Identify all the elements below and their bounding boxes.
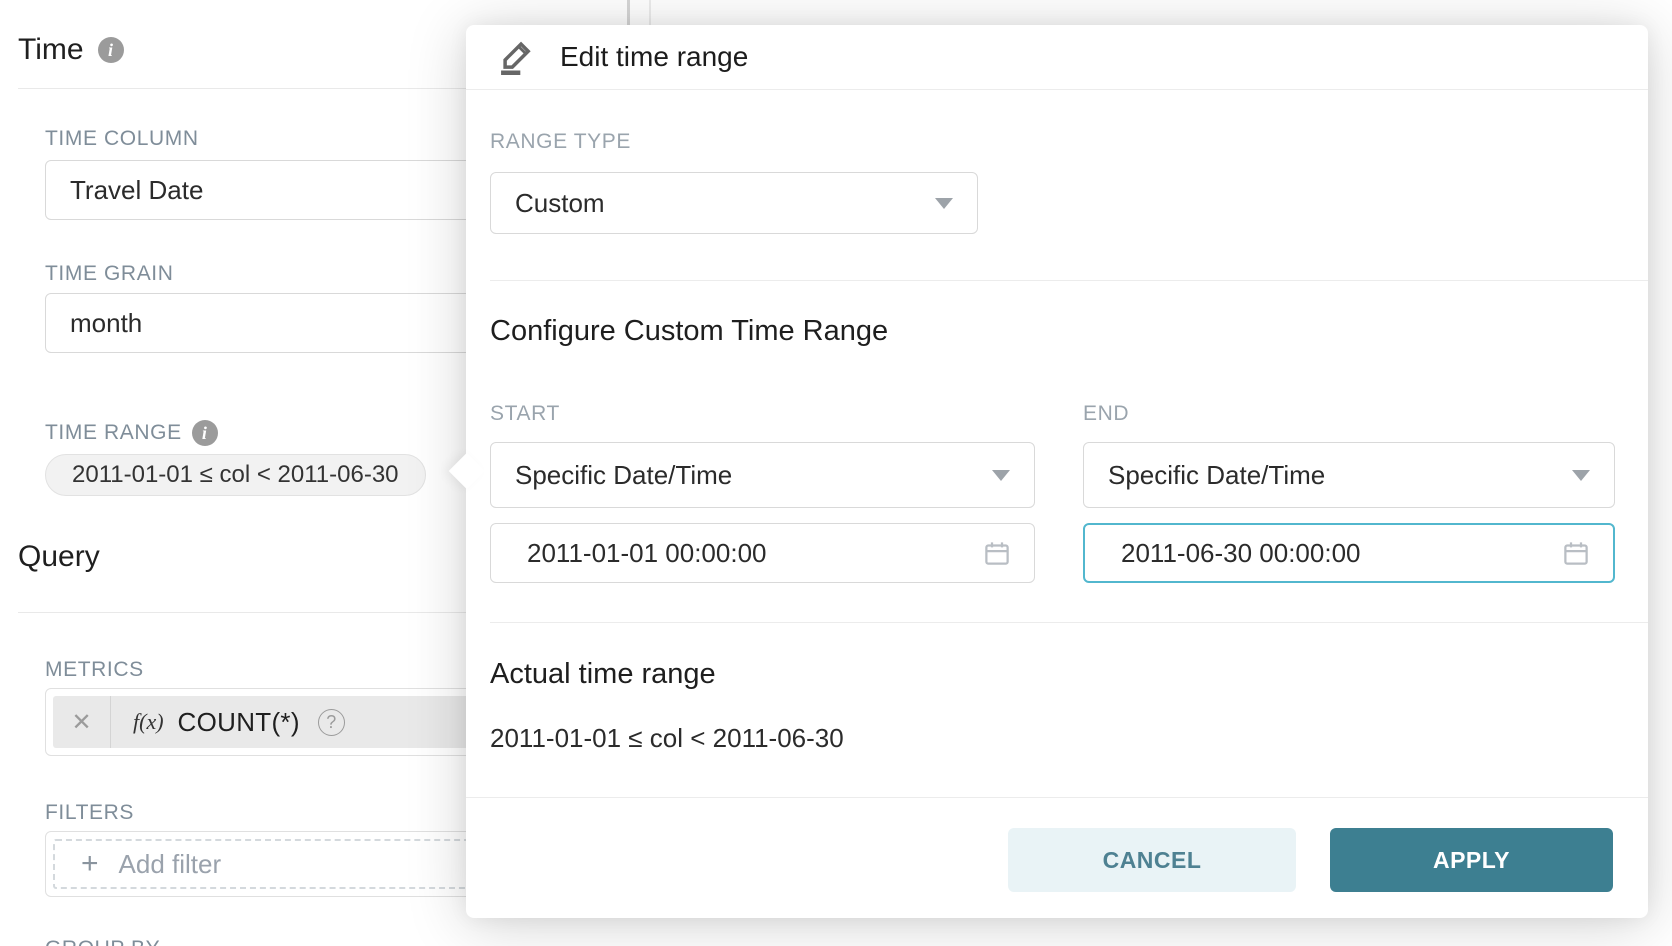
add-filter-button[interactable]: + Add filter [53,839,537,889]
end-label: END [1083,402,1130,425]
metric-chip[interactable]: ✕ f(x) COUNT(*) ? [53,696,537,748]
filters-container: + Add filter [45,831,545,897]
group-by-label: GROUP BY [45,937,160,946]
time-section-title: Time i [18,33,124,67]
time-section-divider [18,88,563,89]
metrics-container: ✕ f(x) COUNT(*) ? [45,688,545,756]
apply-button[interactable]: APPLY [1330,828,1613,892]
query-section-title: Query [18,540,100,574]
filters-label: FILTERS [45,801,134,824]
time-range-pill-value: 2011-01-01 ≤ col < 2011-06-30 [72,461,399,488]
chevron-down-icon [1572,469,1590,481]
start-date-input[interactable]: 2011-01-01 00:00:00 [490,523,1035,583]
query-section-label: Query [18,540,100,573]
cancel-button[interactable]: CANCEL [1008,828,1296,892]
divider [490,622,1648,623]
calendar-icon[interactable] [982,538,1012,568]
calendar-icon[interactable] [1561,538,1591,568]
time-section-label: Time [18,33,84,66]
time-range-label: TIME RANGE i [45,420,218,446]
end-mode-value: Specific Date/Time [1108,459,1326,490]
function-icon: f(x) [133,709,164,734]
time-grain-value: month [70,307,143,338]
chevron-down-icon [935,197,953,209]
range-type-value: Custom [515,187,605,218]
time-column-value: Travel Date [70,174,204,205]
info-icon[interactable]: i [97,37,124,63]
end-date-value: 2011-06-30 00:00:00 [1121,537,1361,568]
end-date-input[interactable]: 2011-06-30 00:00:00 [1083,523,1615,583]
actual-time-range-value: 2011-01-01 ≤ col < 2011-06-30 [490,723,844,753]
start-mode-select[interactable]: Specific Date/Time [490,442,1035,508]
start-label: START [490,402,560,425]
time-column-select[interactable]: Travel Date [45,160,545,220]
info-icon[interactable]: i [191,420,218,446]
start-mode-value: Specific Date/Time [515,459,733,490]
plus-icon: + [81,847,99,880]
metrics-label: METRICS [45,658,144,681]
end-mode-select[interactable]: Specific Date/Time [1083,442,1615,508]
footer-divider [466,797,1648,798]
start-date-value: 2011-01-01 00:00:00 [527,537,767,568]
configure-heading: Configure Custom Time Range [490,315,889,347]
range-type-select[interactable]: Custom [490,172,978,234]
query-section-divider [18,612,563,613]
chevron-down-icon [992,469,1010,481]
remove-metric-icon[interactable]: ✕ [53,696,111,748]
actual-time-range-heading: Actual time range [490,658,716,690]
time-column-label: TIME COLUMN [45,127,199,150]
popover-header: Edit time range [466,25,1648,90]
time-grain-label: TIME GRAIN [45,262,174,285]
time-grain-select[interactable]: month [45,293,545,353]
range-type-label: RANGE TYPE [490,130,631,153]
divider [490,280,1648,281]
time-range-pill[interactable]: 2011-01-01 ≤ col < 2011-06-30 [45,454,426,496]
popover-title: Edit time range [560,41,749,72]
metric-chip-label: COUNT(*) [177,706,300,737]
add-filter-label: Add filter [118,848,222,879]
edit-pencil-icon [496,36,538,78]
panel-resizer-line [627,0,630,25]
edit-time-range-popover: Edit time range RANGE TYPE Custom Config… [448,25,1648,918]
question-circle-icon[interactable]: ? [317,708,345,736]
column-divider-line [649,0,651,25]
